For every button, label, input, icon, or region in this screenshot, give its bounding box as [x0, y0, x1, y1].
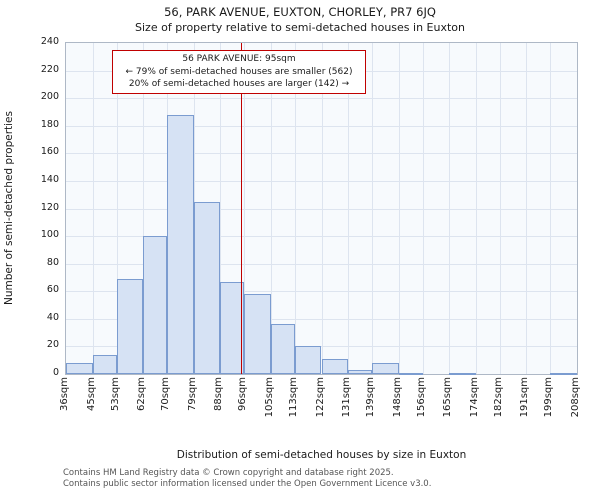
v-gridline: [321, 43, 323, 374]
property-size-marker-line: [240, 43, 243, 374]
chart-subtitle: Size of property relative to semi-detach…: [135, 21, 465, 34]
annotation-box: 56 PARK AVENUE: 95sqm ← 79% of semi-deta…: [112, 50, 366, 94]
x-axis-label: Distribution of semi-detached houses by …: [176, 449, 467, 461]
histogram-bar: [244, 294, 271, 374]
x-tick-label: 156sqm: [415, 377, 427, 418]
x-tick-label: 148sqm: [391, 377, 403, 418]
v-gridline: [398, 43, 400, 374]
v-gridline: [348, 43, 350, 374]
annotation-smaller-line: ← 79% of semi-detached houses are smalle…: [125, 66, 353, 77]
histogram-bar: [348, 369, 372, 374]
y-axis-label: Number of semi-detached properties: [3, 111, 15, 306]
v-gridline: [220, 43, 222, 374]
v-gridline: [550, 43, 552, 374]
histogram-bar: [372, 362, 399, 374]
attribution-footer: Contains HM Land Registry data © Crown c…: [63, 468, 431, 490]
v-gridline: [499, 43, 501, 374]
y-tick-label: 120: [40, 201, 59, 213]
v-gridline: [244, 43, 246, 374]
x-tick-label: 165sqm: [442, 377, 454, 418]
histogram-bar: [270, 324, 295, 374]
y-tick-label: 80: [46, 256, 59, 268]
v-gridline: [422, 43, 424, 374]
chart-title: 56, PARK AVENUE, EUXTON, CHORLEY, PR7 6J…: [164, 5, 436, 19]
histogram-bar: [92, 354, 117, 374]
histogram-bar: [321, 358, 349, 374]
v-gridline: [116, 43, 118, 374]
histogram-bar: [294, 346, 322, 374]
annotation-larger-line: 20% of semi-detached houses are larger (…: [128, 79, 350, 89]
x-tick-label: 88sqm: [213, 377, 225, 412]
v-gridline: [294, 43, 296, 374]
y-tick-label: 160: [40, 146, 59, 158]
x-tick-label: 79sqm: [186, 377, 198, 412]
v-gridline: [526, 43, 528, 374]
x-tick-label: 122sqm: [314, 377, 326, 418]
x-tick-label: 45sqm: [85, 377, 97, 412]
attribution-line-1: Contains HM Land Registry data © Crown c…: [63, 468, 394, 478]
x-tick-label: 62sqm: [136, 377, 148, 412]
histogram-bar: [167, 114, 194, 374]
x-tick-label: 113sqm: [287, 377, 299, 418]
v-gridline: [372, 43, 373, 374]
histogram-bar: [449, 372, 476, 375]
x-tick-label: 36sqm: [59, 377, 70, 412]
x-tick-label: 131sqm: [341, 377, 353, 418]
x-tick-label: 199sqm: [543, 377, 555, 418]
v-gridline: [449, 43, 451, 374]
y-tick-label: 20: [46, 339, 59, 351]
x-tick-label: 139sqm: [365, 377, 376, 418]
y-tick-label: 180: [40, 118, 59, 130]
v-gridline: [92, 43, 94, 374]
x-tick-label: 191sqm: [519, 377, 531, 418]
histogram-bar: [398, 372, 423, 375]
y-tick-label: 100: [40, 229, 59, 241]
histogram-bar: [193, 201, 221, 374]
histogram-bar: [116, 278, 144, 374]
x-tick-label: 70sqm: [160, 377, 171, 412]
x-tick-label: 208sqm: [570, 377, 581, 418]
histogram-bar: [66, 362, 93, 374]
x-tick-label: 105sqm: [263, 377, 275, 418]
y-tick-label: 40: [46, 311, 59, 323]
attribution-line-2: Contains public sector information licen…: [63, 479, 432, 489]
plot-area: 56 PARK AVENUE: 95sqm ← 79% of semi-deta…: [65, 42, 578, 375]
v-gridline: [270, 43, 272, 374]
x-tick-label: 174sqm: [468, 377, 480, 418]
histogram-bar: [220, 281, 245, 374]
histogram-bar: [550, 372, 577, 375]
x-tick-label: 96sqm: [237, 377, 249, 412]
y-tick-label: 240: [40, 36, 59, 47]
y-tick-label: 140: [40, 173, 59, 185]
y-tick-label: 60: [46, 284, 59, 296]
histogram-bar: [143, 236, 167, 374]
y-tick-label: 220: [40, 63, 59, 75]
x-tick-label: 53sqm: [109, 377, 121, 412]
v-gridline: [143, 43, 145, 374]
x-tick-label: 182sqm: [492, 377, 504, 418]
annotation-property-line: 56 PARK AVENUE: 95sqm: [182, 54, 296, 64]
v-gridline: [475, 43, 477, 374]
y-tick-label: 200: [40, 91, 59, 103]
y-tick-label: 0: [52, 367, 59, 378]
